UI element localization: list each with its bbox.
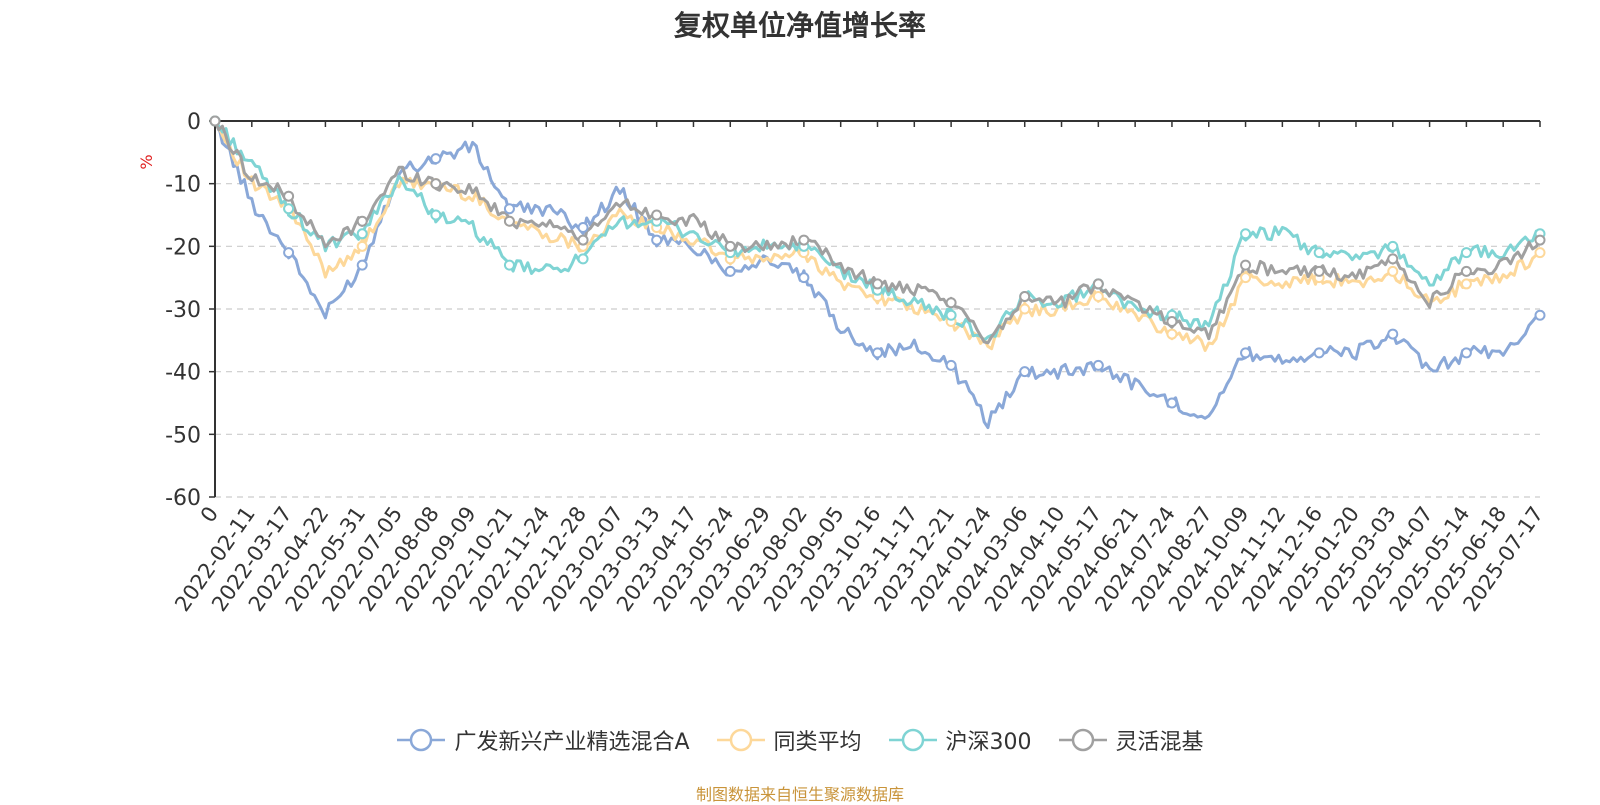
series-line (213, 120, 1541, 342)
y-axis-label: % (137, 154, 156, 169)
series-point (1019, 366, 1031, 378)
series-point (283, 203, 295, 215)
legend-item[interactable]: 沪深300 (888, 724, 1032, 756)
series-point (1166, 397, 1178, 409)
y-tick-label: 0 (187, 110, 201, 135)
series-point (1092, 278, 1104, 290)
series-point (577, 222, 589, 234)
series-point (1240, 228, 1252, 240)
series-point (1387, 253, 1399, 265)
series-point (1313, 347, 1325, 359)
legend-item[interactable]: 灵活混基 (1058, 724, 1204, 756)
series-point (1166, 316, 1178, 328)
series-point (209, 115, 221, 127)
series-point (1460, 247, 1472, 259)
x-tick-label: 0 (196, 502, 223, 527)
series-point (1313, 265, 1325, 277)
series-point (1460, 278, 1472, 290)
series-point (1019, 290, 1031, 302)
series-point (1460, 265, 1472, 277)
legend-swatch-icon (716, 728, 765, 752)
series-point (503, 203, 515, 215)
series-point (651, 209, 663, 221)
y-tick-label: -40 (165, 361, 201, 386)
series-point (577, 253, 589, 265)
series-point (356, 215, 368, 227)
series-point (1092, 290, 1104, 302)
series-point (724, 265, 736, 277)
series-line (213, 120, 1542, 345)
series-point (283, 247, 295, 259)
series-point (503, 215, 515, 227)
y-tick-label: -10 (165, 173, 201, 198)
series-point (945, 359, 957, 371)
series-point (945, 297, 957, 309)
legend: 广发新兴产业精选混合A 同类平均 沪深300 灵活混基 (0, 724, 1600, 756)
series-point (356, 240, 368, 252)
series-point (798, 234, 810, 246)
y-tick-label: -30 (165, 298, 201, 323)
series-point (1534, 247, 1546, 259)
series-point (577, 234, 589, 246)
series-point (1166, 328, 1178, 340)
series-point (356, 259, 368, 271)
series-point (1387, 240, 1399, 252)
series-point (430, 153, 442, 165)
series-point (724, 240, 736, 252)
series-lines (213, 120, 1542, 430)
series-point (356, 228, 368, 240)
series-point (1240, 272, 1252, 284)
legend-item[interactable]: 广发新兴产业精选混合A (396, 724, 690, 756)
series-point (872, 347, 883, 359)
series-point (1534, 309, 1546, 321)
legend-swatch-icon (1058, 728, 1107, 752)
source-note: 制图数据来自恒生聚源数据库 (695, 785, 904, 804)
series-point (430, 209, 442, 221)
y-tick-label: -50 (165, 423, 201, 448)
series-point (872, 278, 883, 290)
series-point (430, 178, 442, 190)
series-line (213, 120, 1541, 352)
legend-swatch-icon (888, 728, 937, 752)
series-point (503, 259, 515, 271)
series-markers (209, 115, 1546, 409)
series-point (1387, 328, 1399, 340)
y-tick-label: -60 (165, 486, 201, 511)
y-tick-label: -20 (165, 235, 201, 260)
series-point (1240, 259, 1252, 271)
legend-swatch-icon (397, 728, 446, 752)
legend-label: 灵活混基 (1115, 730, 1204, 755)
legend-label: 沪深300 (945, 730, 1032, 755)
chart-title: 复权单位净值增长率 (673, 9, 926, 42)
series-point (1092, 359, 1104, 371)
grid-lines (215, 183, 1540, 498)
series-point (283, 190, 295, 202)
series-point (798, 272, 810, 284)
series-point (1387, 265, 1399, 277)
series-point (1460, 347, 1472, 359)
series-point (1534, 234, 1546, 246)
series-point (651, 234, 663, 246)
series-point (945, 309, 957, 321)
axes: 0-10-20-30-40-50-6002022-02-112022-03-17… (165, 110, 1548, 616)
series-point (1313, 247, 1325, 259)
series-point (1019, 303, 1031, 315)
series-point (1240, 347, 1252, 359)
legend-item[interactable]: 同类平均 (716, 724, 862, 756)
legend-label: 广发新兴产业精选混合A (454, 730, 690, 755)
series-line (213, 120, 1541, 430)
legend-label: 同类平均 (773, 730, 862, 755)
